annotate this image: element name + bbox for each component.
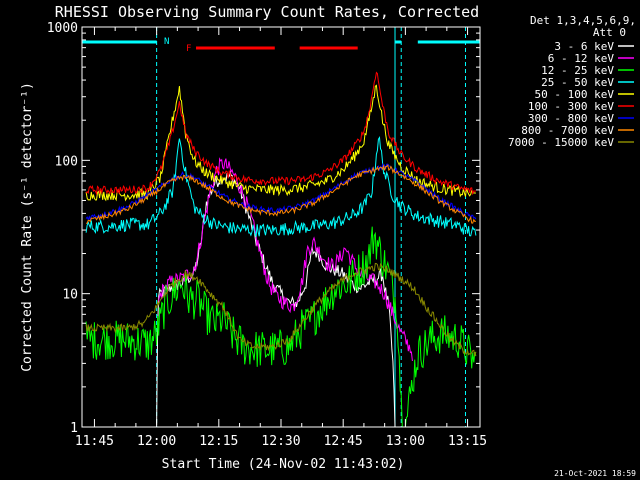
x-tick-label: 12:00 xyxy=(137,434,176,449)
y-tick-label: 100 xyxy=(55,154,78,169)
series-line-6-12-kev xyxy=(157,157,413,362)
y-axis: 1 10 100 1000 xyxy=(47,21,480,436)
x-axis: 11:45 12:00 12:15 12:30 12:45 13:00 13:15 xyxy=(75,27,487,449)
x-tick-label: 12:45 xyxy=(324,434,363,449)
plot-area: NF xyxy=(82,27,480,428)
legend-entry-label: 25 - 50 keV xyxy=(541,76,614,89)
legend-entry-label: 12 - 25 keV xyxy=(541,64,614,77)
x-tick-label: 12:30 xyxy=(261,434,300,449)
y-axis-label: Corrected Count Rate (s⁻¹ detector⁻¹) xyxy=(20,82,35,372)
y-tick-label: 10 xyxy=(62,288,78,303)
legend-entry-label: 800 - 7000 keV xyxy=(521,124,614,137)
legend-entry-label: 100 - 300 keV xyxy=(528,100,614,113)
timestamp: 21-Oct-2021 18:59 xyxy=(554,469,636,478)
chart-title: RHESSI Observing Summary Count Rates, Co… xyxy=(55,3,479,21)
night-annotation: N xyxy=(164,37,169,47)
series-line-7000-15000-kev xyxy=(85,262,477,357)
x-tick-label: 13:00 xyxy=(386,434,425,449)
x-tick-label: 12:15 xyxy=(199,434,238,449)
flare-annotation: F xyxy=(186,44,191,54)
y-tick-label: 1 xyxy=(70,421,78,436)
series-line-800-7000-kev xyxy=(85,164,476,224)
legend-entry-label: 50 - 100 keV xyxy=(535,88,615,101)
x-tick-label: 13:15 xyxy=(448,434,487,449)
series-line-25-50-kev xyxy=(85,135,477,237)
legend-header-line-1: Det 1,3,4,5,6,9, xyxy=(530,14,636,27)
legend-entry-label: 300 - 800 keV xyxy=(528,112,614,125)
legend-header-line-2: Att 0 xyxy=(593,26,626,39)
x-axis-label: Start Time (24-Nov-02 11:43:02) xyxy=(162,457,405,472)
series-line-100-300-kev xyxy=(85,71,477,196)
series-line-12-25-kev xyxy=(85,226,477,428)
legend-entry-label: 3 - 6 keV xyxy=(554,40,614,53)
x-tick-label: 11:45 xyxy=(75,434,114,449)
y-tick-label: 1000 xyxy=(47,21,78,36)
legend-entry-label: 6 - 12 keV xyxy=(548,52,615,65)
legend-entry-label: 7000 - 15000 keV xyxy=(508,136,614,149)
